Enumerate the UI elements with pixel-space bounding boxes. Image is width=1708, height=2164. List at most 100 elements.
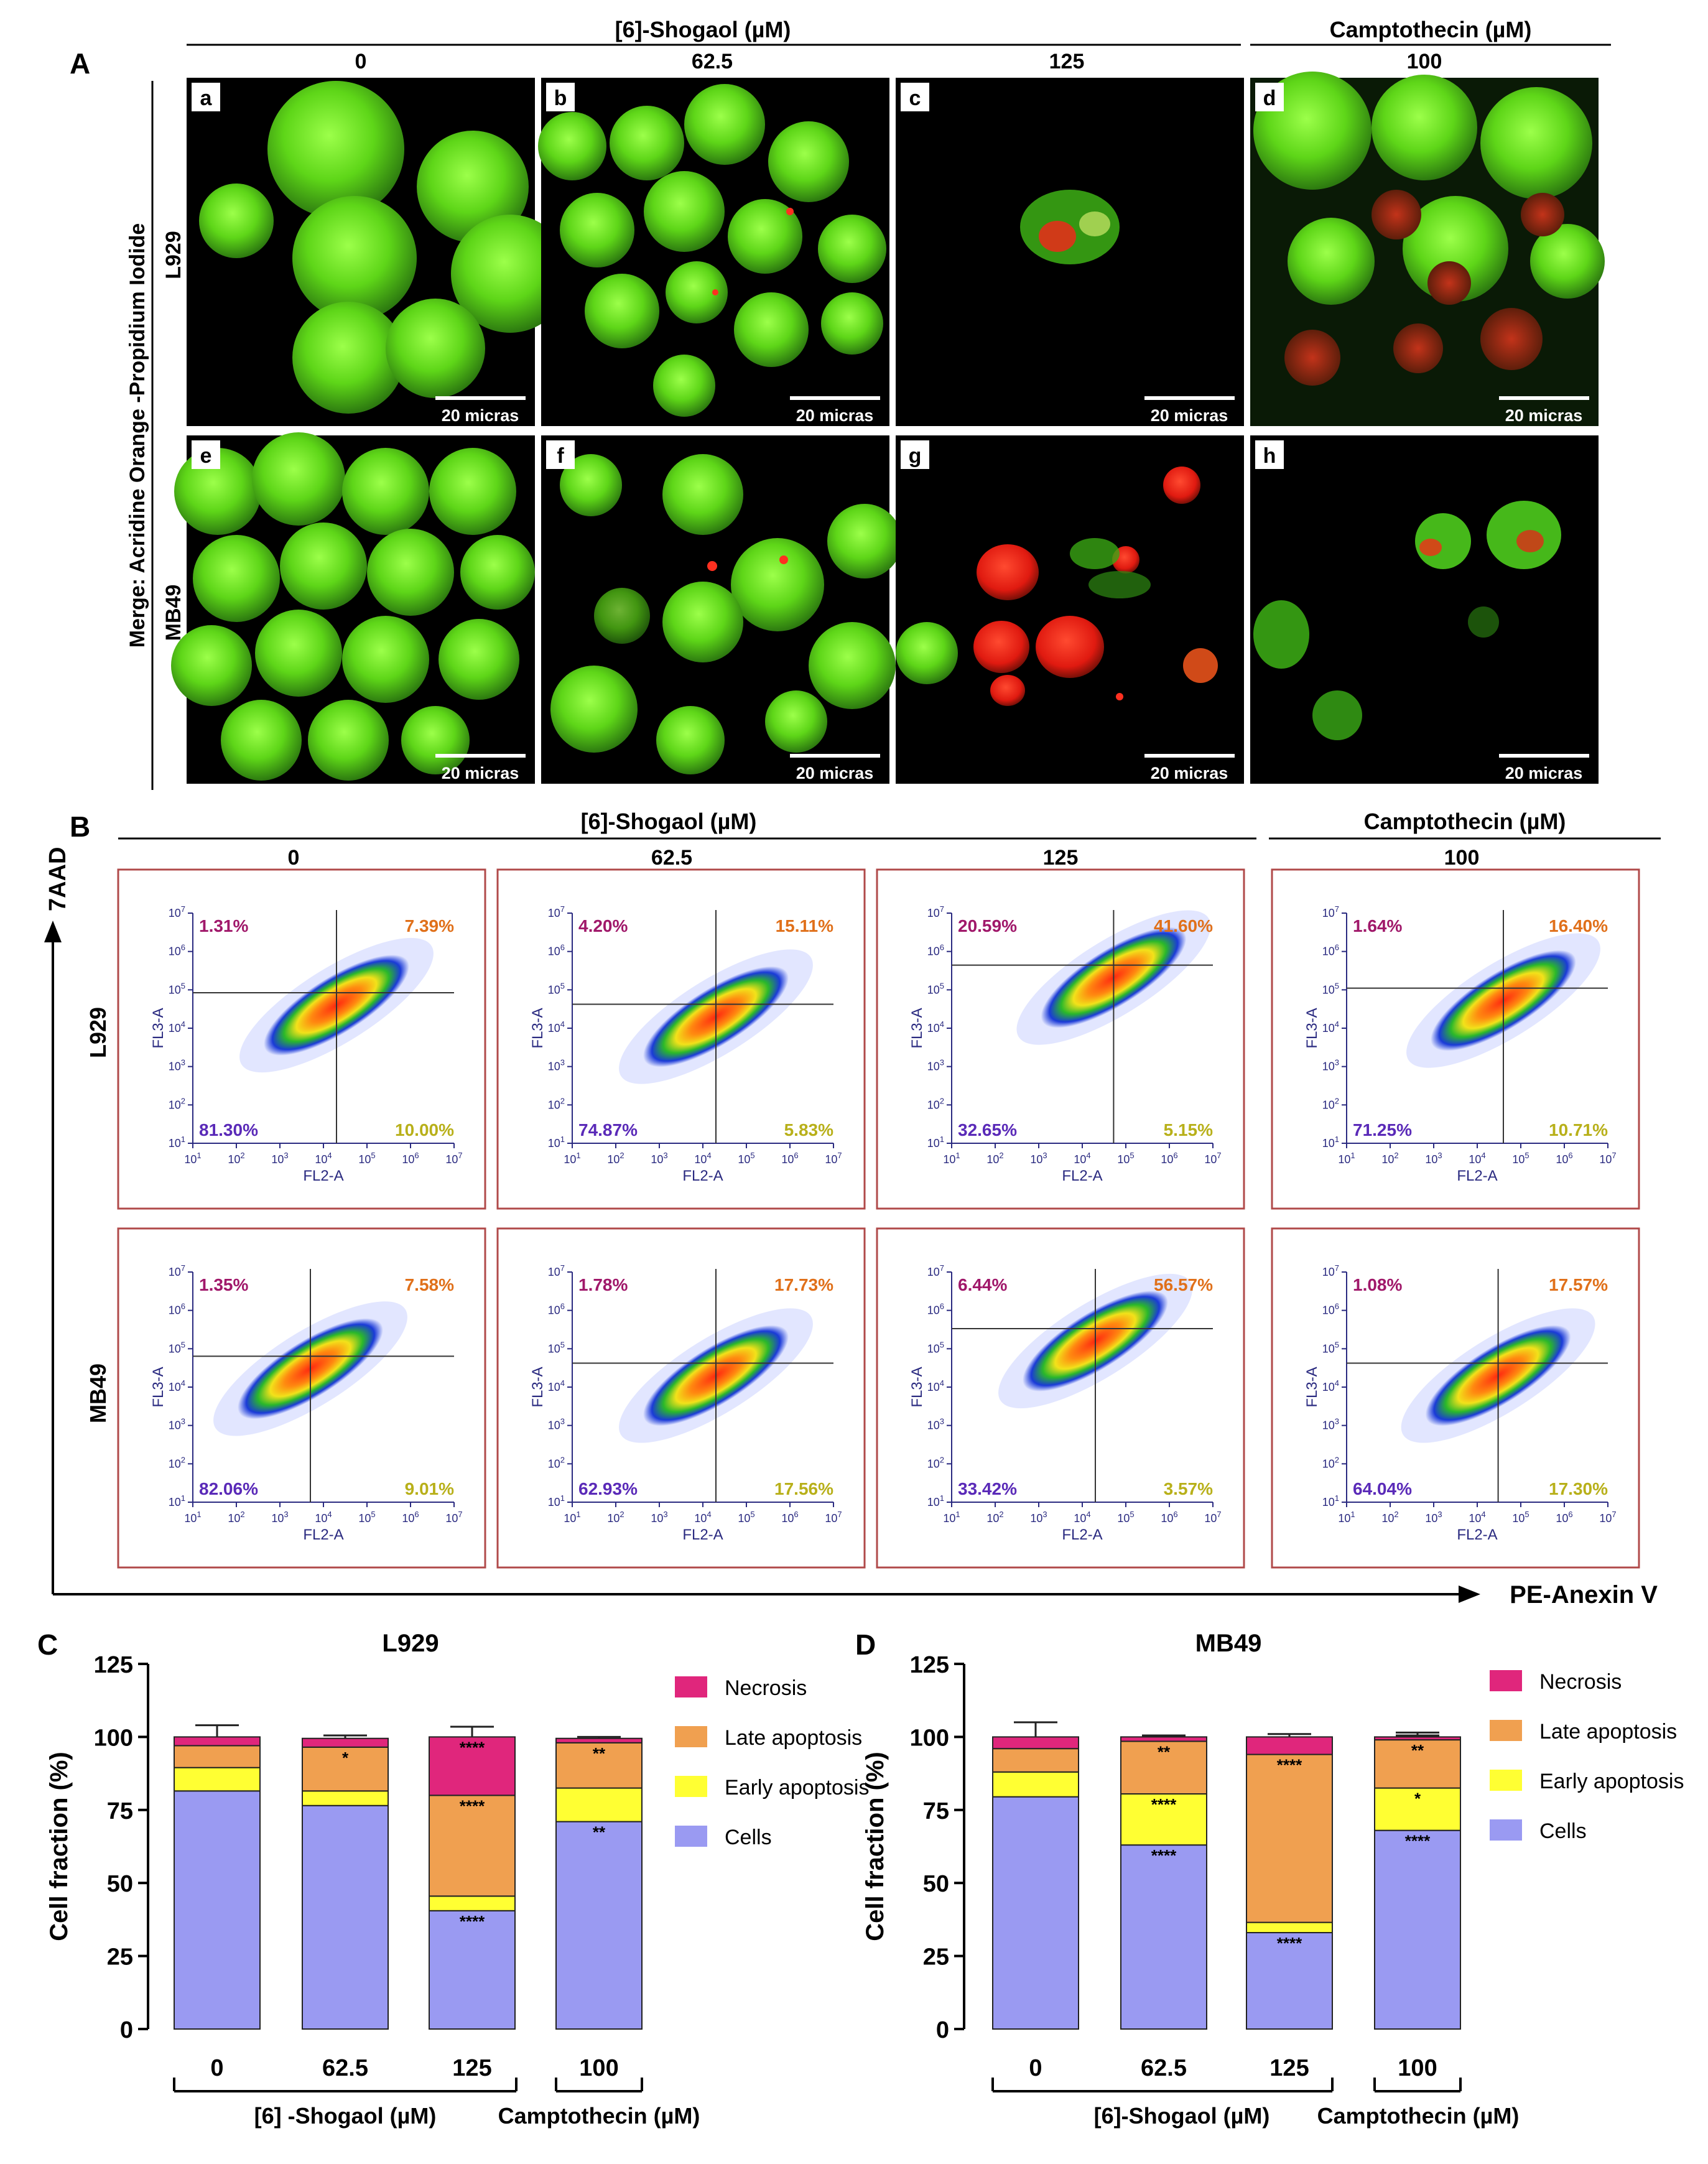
chart-y-label: Cell fraction (%) bbox=[45, 1752, 73, 1941]
legend-swatch bbox=[1490, 1670, 1522, 1691]
b-axes bbox=[44, 921, 1480, 1603]
chart-y-tick-label: 75 bbox=[923, 1798, 949, 1824]
significance-mark: **** bbox=[1151, 1846, 1177, 1865]
micrograph-b bbox=[538, 78, 889, 426]
quadrant-ll: 82.06% bbox=[199, 1479, 258, 1498]
quadrant-ll: 81.30% bbox=[199, 1120, 258, 1140]
legend-swatch bbox=[675, 1676, 707, 1697]
quadrant-lr: 9.01% bbox=[405, 1479, 454, 1498]
tile-letter: a bbox=[200, 86, 213, 110]
category-label: 125 bbox=[452, 2055, 491, 2081]
micrograph-e bbox=[171, 432, 535, 784]
category-label: 62.5 bbox=[322, 2055, 368, 2081]
significance-mark: **** bbox=[460, 1912, 485, 1931]
flow-y-tick-label: 101 bbox=[927, 1135, 944, 1149]
a-dose-100: 100 bbox=[1407, 50, 1442, 73]
flow-y-label: FL3-A bbox=[150, 1367, 167, 1407]
bar-segment bbox=[174, 1736, 261, 1747]
bar-segment bbox=[555, 1787, 643, 1823]
b-x-axis-label: PE-Anexin V bbox=[1510, 1581, 1658, 1609]
flow-x-tick-label: 105 bbox=[358, 1151, 375, 1166]
bar-segment bbox=[992, 1736, 1079, 1750]
quadrant-ur: 17.57% bbox=[1549, 1275, 1608, 1294]
flow-y-label: FL3-A bbox=[529, 1008, 546, 1048]
tile-letter: g bbox=[909, 444, 922, 468]
a-dose-62: 62.5 bbox=[692, 50, 733, 73]
micrograph-label-e: e 20 micras bbox=[192, 440, 526, 782]
flow-y-tick-label: 106 bbox=[548, 1302, 565, 1317]
chart-y-tick-label: 75 bbox=[107, 1798, 133, 1824]
quadrant-ur: 17.73% bbox=[774, 1275, 833, 1294]
bar-segment bbox=[302, 1746, 389, 1792]
quadrant-ul: 1.08% bbox=[1353, 1275, 1402, 1294]
legend-label: Cells bbox=[725, 1826, 772, 1849]
b-y-axis-label: 7AAD bbox=[45, 847, 71, 911]
tile-letter: e bbox=[200, 444, 212, 468]
micrograph-label-a: a 20 micras bbox=[192, 83, 526, 425]
flow-y-tick-label: 102 bbox=[169, 1455, 185, 1470]
bar-segment bbox=[555, 1742, 643, 1789]
bar-segment bbox=[302, 1790, 389, 1806]
bar-segment bbox=[174, 1767, 261, 1792]
chart-y-tick-label: 50 bbox=[923, 1871, 949, 1897]
quadrant-lr: 10.00% bbox=[395, 1120, 454, 1140]
micrograph-label-b: b 20 micras bbox=[546, 83, 880, 425]
flow-y-label: FL3-A bbox=[1304, 1367, 1320, 1407]
quadrant-lr: 5.15% bbox=[1164, 1120, 1213, 1140]
micrograph-label-c: c 20 micras bbox=[901, 83, 1235, 425]
bar-segment bbox=[555, 1737, 643, 1744]
quadrant-lr: 10.71% bbox=[1549, 1120, 1608, 1140]
micrograph-label-g: g 20 micras bbox=[901, 440, 1235, 782]
significance-mark: **** bbox=[460, 1738, 485, 1757]
chart-y-tick-label: 100 bbox=[94, 1725, 133, 1751]
bar-segment bbox=[302, 1737, 389, 1748]
bar-segment bbox=[992, 1796, 1079, 2030]
significance-mark: **** bbox=[1277, 1934, 1302, 1953]
group-label: Camptothecin (µM) bbox=[498, 2103, 700, 2129]
b-dose-62: 62.5 bbox=[651, 846, 692, 870]
tile-letter: b bbox=[554, 86, 567, 110]
quadrant-lr: 17.30% bbox=[1549, 1479, 1608, 1498]
quadrant-ul: 20.59% bbox=[958, 916, 1017, 936]
flow-y-label: FL3-A bbox=[1304, 1008, 1320, 1048]
flow-x-tick-label: 104 bbox=[694, 1510, 711, 1525]
chart-l929: L929 0 25 50 75 100 125 Cell fraction (%) 0 * 62.5… bbox=[45, 1630, 869, 2129]
flow-x-tick-label: 102 bbox=[1381, 1510, 1398, 1525]
flow-y-tick-label: 103 bbox=[169, 1417, 185, 1432]
chart-y-tick-label: 0 bbox=[936, 2017, 949, 2043]
legend-label: Cells bbox=[1539, 1819, 1587, 1843]
quadrant-lr: 5.83% bbox=[784, 1120, 833, 1140]
scale-bar-label: 20 micras bbox=[796, 406, 874, 425]
flow-plot: 1011011021021031031041041051051061061071… bbox=[117, 1227, 486, 1569]
flow-y-label: FL3-A bbox=[909, 1367, 926, 1407]
bar-segment bbox=[1246, 1932, 1333, 2030]
significance-mark: ** bbox=[593, 1744, 606, 1763]
flow-plot: 1011011021021031031041041051051061061071… bbox=[496, 1227, 866, 1569]
category-label: 125 bbox=[1269, 2055, 1309, 2081]
tile-letter: h bbox=[1263, 444, 1276, 468]
chart-y-tick-label: 50 bbox=[107, 1871, 133, 1897]
group-label: Camptothecin (µM) bbox=[1317, 2103, 1520, 2129]
legend-swatch bbox=[1490, 1819, 1522, 1841]
bar-segment bbox=[302, 1804, 389, 2030]
bar-segment bbox=[1374, 1736, 1461, 1741]
legend-swatch bbox=[1490, 1720, 1522, 1741]
b-dose-100: 100 bbox=[1444, 846, 1480, 870]
flow-x-label: FL2-A bbox=[682, 1168, 723, 1184]
legend-label: Necrosis bbox=[725, 1676, 807, 1700]
panel-letter-b: B bbox=[70, 810, 90, 843]
quadrant-ll: 64.04% bbox=[1353, 1479, 1412, 1498]
flow-x-label: FL2-A bbox=[1062, 1168, 1102, 1184]
quadrant-ur: 15.11% bbox=[776, 916, 834, 936]
scale-bar-label: 20 micras bbox=[1505, 764, 1583, 782]
micrograph-label-d: d 20 micras bbox=[1255, 83, 1589, 425]
scale-bar-label: 20 micras bbox=[442, 764, 519, 782]
quadrant-ul: 1.64% bbox=[1353, 916, 1402, 936]
flow-y-tick-label: 104 bbox=[548, 1378, 565, 1393]
flow-plot: 1011011021021031031041041051051061061071… bbox=[496, 868, 866, 1210]
significance-mark: **** bbox=[1405, 1832, 1431, 1851]
legend-label: Late apoptosis bbox=[1539, 1720, 1677, 1744]
legend-label: Necrosis bbox=[1539, 1670, 1622, 1694]
quadrant-ur: 7.39% bbox=[405, 916, 454, 936]
bar-segment bbox=[1246, 1921, 1333, 1934]
